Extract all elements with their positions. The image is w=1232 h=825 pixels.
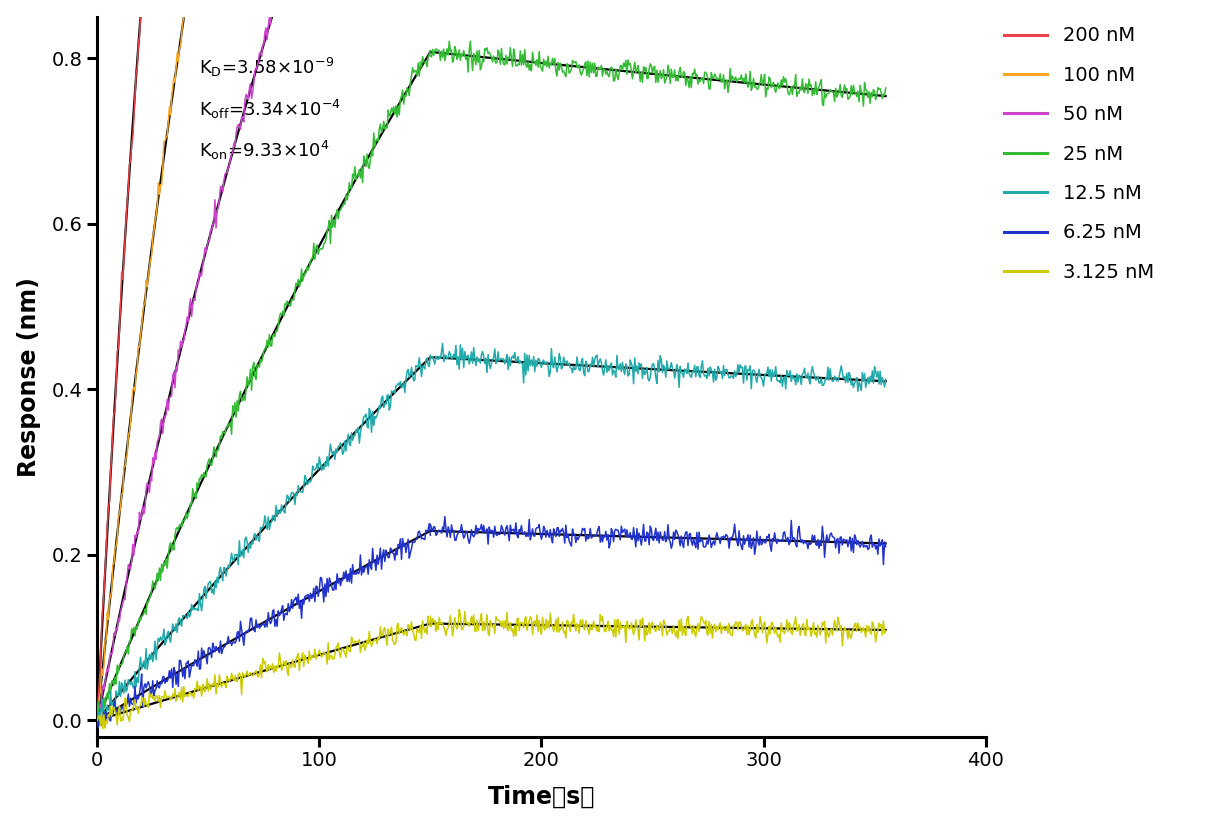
X-axis label: Time（s）: Time（s） [488, 785, 595, 808]
Legend: 200 nM, 100 nM, 50 nM, 25 nM, 12.5 nM, 6.25 nM, 3.125 nM: 200 nM, 100 nM, 50 nM, 25 nM, 12.5 nM, 6… [1004, 26, 1153, 282]
Text: K$_\mathrm{D}$=3.58×10$^{-9}$
K$_\mathrm{off}$=3.34×10$^{-4}$
K$_\mathrm{on}$=9.: K$_\mathrm{D}$=3.58×10$^{-9}$ K$_\mathrm… [200, 56, 341, 162]
Y-axis label: Response (nm): Response (nm) [17, 277, 41, 477]
